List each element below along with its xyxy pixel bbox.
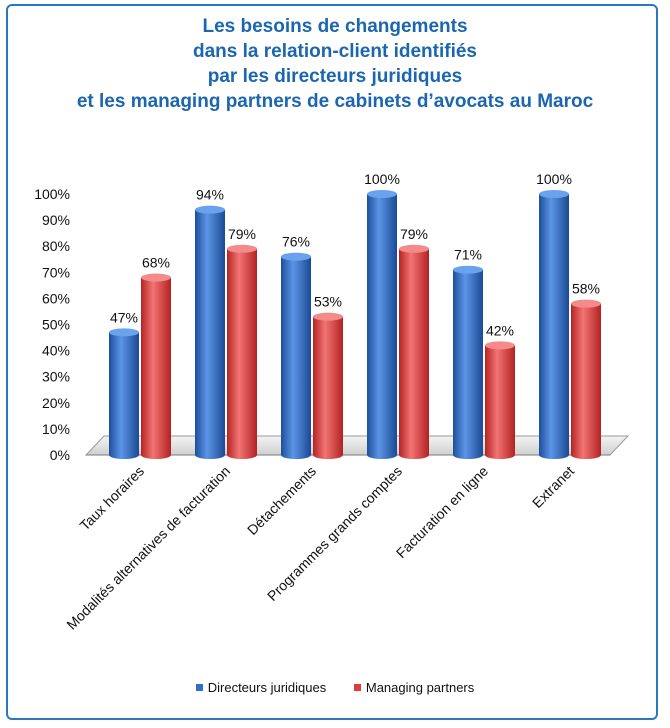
chart-title-line-2: dans la relation-client identifiés	[192, 41, 477, 62]
chart-title-line-4: et les managing partners de cabinets d’a…	[76, 91, 594, 112]
x-tick-label: Facturation en ligne	[393, 463, 491, 561]
bar-cap	[109, 328, 139, 337]
bar-cap	[195, 205, 225, 214]
bar	[109, 332, 139, 459]
x-tick-label: Détachements	[244, 463, 319, 538]
chart-title: Les besoins de changements dans la relat…	[0, 14, 670, 114]
legend: Directeurs juridiques Managing partners	[0, 680, 670, 695]
value-label: 71%	[454, 247, 482, 263]
bar-cap	[281, 252, 311, 261]
bar-cap	[399, 244, 429, 253]
legend-label-managing: Managing partners	[365, 680, 475, 695]
y-tick-label: 40%	[42, 343, 70, 359]
bar	[367, 194, 397, 459]
value-label: 79%	[400, 226, 428, 242]
bar	[539, 194, 569, 459]
y-tick-label: 20%	[42, 395, 70, 411]
bar	[195, 209, 225, 459]
y-tick-label: 30%	[42, 369, 70, 385]
x-tick-label: Extranet	[529, 463, 577, 511]
value-label: 58%	[572, 281, 600, 297]
value-label: 42%	[486, 322, 514, 338]
bar	[227, 248, 257, 459]
bar-cap	[367, 190, 397, 198]
y-tick-label: 70%	[42, 264, 70, 280]
value-label: 100%	[364, 171, 400, 187]
bar-cap	[571, 299, 601, 308]
legend-item-managing: Managing partners	[353, 680, 475, 695]
y-tick-label: 80%	[42, 238, 70, 254]
bar-cap	[453, 265, 483, 274]
legend-swatch-red	[353, 684, 361, 692]
value-label: 47%	[110, 309, 138, 325]
bar	[313, 316, 343, 459]
bar-cap	[485, 341, 515, 350]
legend-item-directeurs: Directeurs juridiques	[195, 680, 327, 695]
y-tick-label: 60%	[42, 290, 70, 306]
value-label: 100%	[536, 171, 572, 187]
x-tick-label: Modalités alternatives de facturation	[63, 463, 233, 633]
chart-title-line-1: Les besoins de changements	[202, 16, 468, 37]
bar	[485, 345, 515, 459]
bar	[281, 256, 311, 459]
value-label: 76%	[282, 234, 310, 250]
y-tick-label: 90%	[42, 212, 70, 228]
bar-cap	[227, 244, 257, 253]
bar-cap	[313, 312, 343, 321]
bar-cap	[539, 190, 569, 198]
legend-label-directeurs: Directeurs juridiques	[207, 680, 327, 695]
y-tick-label: 10%	[42, 421, 70, 437]
x-tick-label: Programmes grands comptes	[264, 463, 405, 604]
bar	[453, 269, 483, 459]
value-label: 53%	[314, 294, 342, 310]
bar	[571, 303, 601, 459]
chart-title-line-3: par les directeurs juridiques	[207, 66, 463, 87]
value-label: 94%	[196, 187, 224, 203]
value-label: 79%	[228, 226, 256, 242]
y-tick-label: 100%	[34, 186, 70, 202]
bar	[399, 248, 429, 459]
bar-cap	[141, 273, 171, 282]
y-tick-label: 50%	[42, 317, 70, 333]
legend-swatch-blue	[195, 684, 203, 692]
x-tick-label: Taux horaires	[76, 463, 147, 534]
y-tick-label: 0%	[50, 447, 70, 463]
chart-frame	[6, 4, 658, 720]
bar	[141, 277, 171, 459]
value-label: 68%	[142, 255, 170, 271]
